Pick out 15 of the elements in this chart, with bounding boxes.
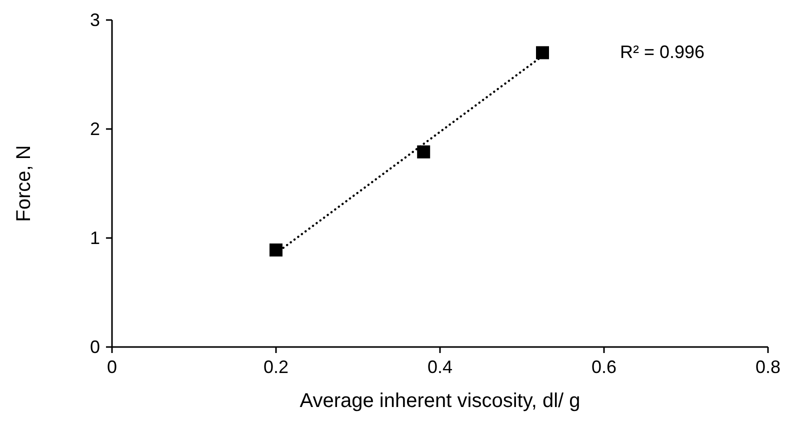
- y-tick-label: 0: [90, 337, 100, 357]
- x-tick-label: 0.8: [755, 357, 781, 377]
- y-axis-title: Force, N: [13, 145, 35, 222]
- y-tick-label: 3: [90, 10, 100, 30]
- x-tick-label: 0.2: [263, 357, 289, 377]
- annotation: R² = 0.996: [620, 42, 705, 62]
- x-tick-label: 0: [106, 357, 118, 377]
- y-tick-label: 1: [90, 228, 100, 248]
- y-tick-label: 2: [90, 119, 100, 139]
- point: [536, 46, 549, 60]
- point: [417, 145, 430, 158]
- x-axis-title: Average inherent viscosity, dl/ g: [300, 390, 580, 412]
- point: [270, 243, 282, 256]
- x-tick-label: 0.6: [591, 357, 617, 377]
- x-tick-label: 0.4: [427, 357, 453, 377]
